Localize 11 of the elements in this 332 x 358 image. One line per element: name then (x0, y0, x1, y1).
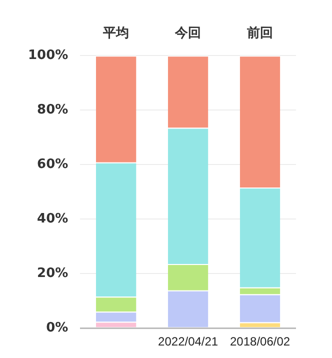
x-tick-label: 前回 (246, 26, 274, 42)
y-tick-label: 20% (37, 266, 68, 281)
x-tick-label: 平均 (102, 26, 130, 42)
x-tick-label: 今回 (174, 26, 202, 42)
y-tick-label: 100% (28, 48, 68, 63)
text: 2018/06/02 (230, 334, 290, 348)
y-tick-label: 40% (37, 211, 68, 226)
text: 2022/04/21 (158, 334, 218, 348)
y-tick-label: 80% (37, 102, 68, 118)
y-tick-label: 0% (46, 320, 68, 336)
y-tick-label: 60% (37, 156, 68, 172)
